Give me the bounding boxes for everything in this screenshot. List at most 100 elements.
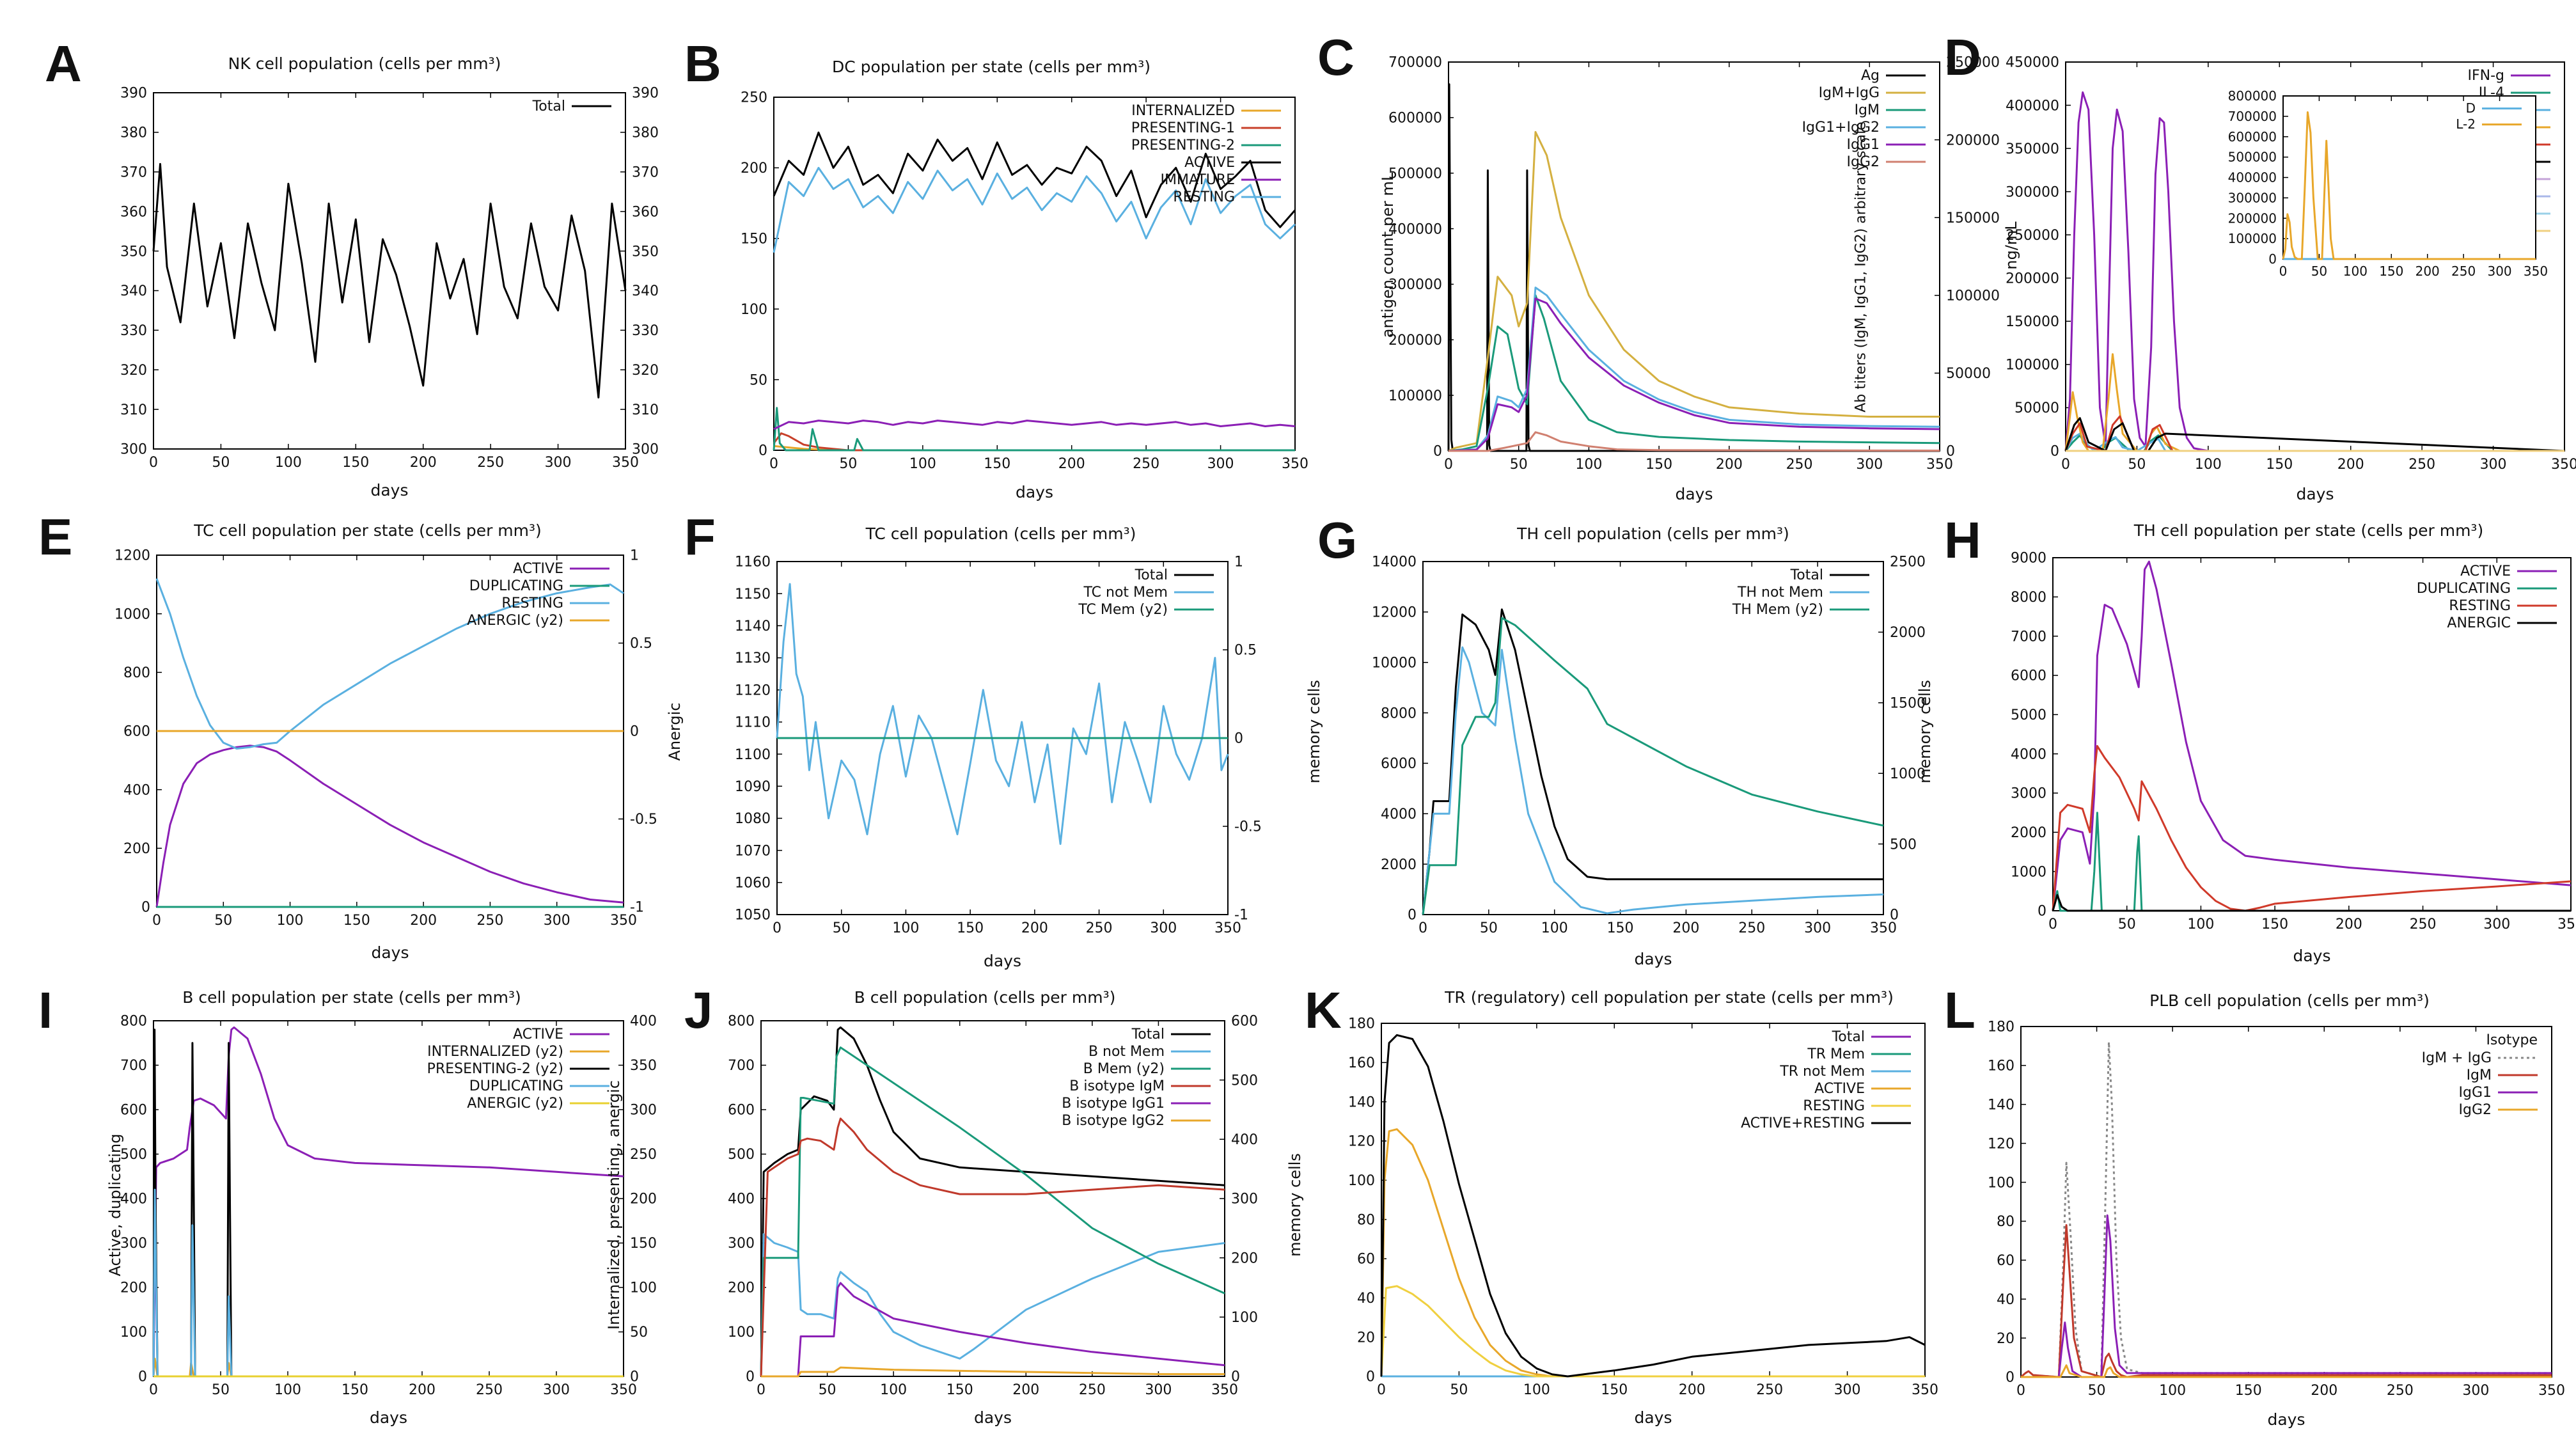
y-tick-label: 100 bbox=[1348, 1173, 1375, 1189]
y2-tick-label: 500 bbox=[1890, 837, 1917, 853]
x-tick-label: 300 bbox=[2462, 1383, 2489, 1399]
y-tick-label: 4000 bbox=[1381, 806, 1417, 822]
y2-tick-label: -0.5 bbox=[630, 812, 657, 828]
panel-A: A NK cell population (cells per mm³) 0 50… bbox=[26, 26, 659, 512]
y-tick-label: 200 bbox=[741, 161, 767, 177]
series-line bbox=[152, 162, 627, 398]
x-tick-label: 300 bbox=[544, 913, 570, 929]
x-tick-label: 50 bbox=[212, 455, 230, 471]
y-tick-label: 80 bbox=[1997, 1214, 2014, 1230]
chart-title: TC cell population (cells per mm³) bbox=[865, 524, 1136, 543]
y2-axis-label: Internalized, presenting, anergic bbox=[605, 1080, 623, 1330]
y2-tick-label: 200 bbox=[630, 1192, 657, 1208]
panel-E: E TC cell population per state (cells pe… bbox=[26, 512, 684, 985]
series-line bbox=[2020, 1224, 2552, 1378]
x-tick-label: 250 bbox=[1756, 1382, 1783, 1398]
panel-label: G bbox=[1317, 512, 1358, 569]
series-line bbox=[1448, 287, 1940, 452]
y-tick-label: 120 bbox=[1988, 1136, 2014, 1152]
series-line bbox=[155, 578, 624, 750]
x-tick-label: 50 bbox=[2128, 457, 2146, 473]
chart-svg: 0 50 100 150 200 250 300 3503003103203303403503… bbox=[120, 86, 659, 471]
y-tick-label: 600 bbox=[123, 724, 150, 740]
x-tick-label: 350 bbox=[2557, 917, 2576, 932]
y-tick-label: 160 bbox=[1988, 1058, 2014, 1074]
y-axis-label: ng/mL bbox=[2002, 221, 2020, 270]
y-tick-label: 300000 bbox=[1388, 277, 1442, 293]
x-tick-label: 200 bbox=[1672, 920, 1699, 936]
y-axis-label: antigen count per mL bbox=[1379, 172, 1397, 338]
y-tick-label: 7000 bbox=[2011, 629, 2046, 645]
x-tick-label: 250 bbox=[2408, 457, 2435, 473]
x-tick-label: 100 bbox=[1575, 457, 1602, 473]
y-tick-label: 1160 bbox=[735, 555, 771, 570]
y2-tick-label: 2000 bbox=[1890, 625, 1926, 641]
legend-label: TR not Mem bbox=[1779, 1064, 1865, 1080]
series-line bbox=[2052, 894, 2571, 912]
chart-svg: 0 50 100 150 200 250 300 350 0 20 40 60 80 100 120 140 1… bbox=[1988, 1019, 2565, 1399]
x-tick-label: 0 bbox=[2016, 1383, 2025, 1399]
y-tick-label: 500 bbox=[120, 1147, 147, 1163]
y-tick-label: 500 bbox=[728, 1147, 755, 1163]
x-tick-label: 100 bbox=[275, 455, 302, 471]
y-tick-label: 6000 bbox=[2011, 668, 2046, 684]
x-tick-label: 150 bbox=[984, 456, 1010, 472]
legend-label: ACTIVE bbox=[1814, 1081, 1865, 1097]
x-tick-label: 300 bbox=[543, 1382, 570, 1398]
plot-frame bbox=[2020, 1026, 2552, 1378]
x-tick-label: 50 bbox=[839, 456, 857, 472]
series-line bbox=[2052, 744, 2572, 912]
panel-label: B bbox=[684, 35, 721, 92]
y2-tick-label: 0.5 bbox=[1234, 643, 1257, 659]
y-tick-label: 2000 bbox=[1381, 857, 1417, 873]
y-tick-label: 0 bbox=[1408, 908, 1417, 924]
y2-tick-label: 150 bbox=[630, 1236, 657, 1252]
series-line bbox=[761, 1282, 1225, 1378]
legend-label: DUPLICATING bbox=[469, 1078, 563, 1094]
x-axis-label: days bbox=[983, 952, 1021, 970]
legend-label: TC Mem (y2) bbox=[1078, 602, 1168, 618]
y-tick-label: 450000 bbox=[2006, 55, 2059, 71]
y-tick-label: 5000 bbox=[2011, 707, 2046, 723]
legend-label: RESTING bbox=[1803, 1098, 1865, 1114]
legend-label: RESTING bbox=[1173, 189, 1235, 205]
y2-axis-label: memory cells bbox=[1286, 1153, 1304, 1257]
legend-label: B isotype IgG2 bbox=[1062, 1113, 1165, 1129]
y2-tick-label: 350 bbox=[630, 1058, 657, 1074]
y-tick-label: 1080 bbox=[735, 811, 771, 827]
chart-svg: 0 50 100 150 200 250 300 350 1050 1060 1070 1080 109… bbox=[735, 555, 1262, 936]
y2-tick-label: 100 bbox=[630, 1280, 657, 1296]
y-tick-label: 0 bbox=[2038, 904, 2046, 920]
series-line bbox=[773, 166, 1296, 253]
y-tick-label: 300 bbox=[728, 1236, 755, 1252]
y2-tick-label: 370 bbox=[632, 164, 659, 180]
y-tick-label: 200 bbox=[728, 1280, 755, 1296]
series-line bbox=[2021, 1364, 2552, 1378]
y-tick-label: 3000 bbox=[2011, 786, 2046, 802]
x-tick-label: 150 bbox=[2266, 457, 2293, 473]
series-line bbox=[2052, 560, 2572, 911]
chart-title: TR (regulatory) cell population per stat… bbox=[1445, 988, 1894, 1007]
x-tick-label: 300 bbox=[1207, 456, 1234, 472]
x-tick-label: 350 bbox=[610, 1382, 637, 1398]
y-tick-label: 150000 bbox=[2006, 314, 2059, 330]
inset-y-tick-label: 200000 bbox=[2228, 210, 2277, 226]
y-tick-label: 60 bbox=[1997, 1253, 2014, 1269]
plot-frame bbox=[153, 92, 626, 450]
x-tick-label: 250 bbox=[2410, 917, 2437, 932]
y-tick-label: 100 bbox=[741, 302, 767, 318]
legend-label: TR Mem bbox=[1807, 1046, 1865, 1062]
legend-label: INTERNALIZED bbox=[1131, 103, 1235, 119]
inset-x-tick-label: 200 bbox=[2415, 264, 2440, 279]
panel-D: D 0 50 100 150 200 250 300 350 0 50000 100000 15000… bbox=[1944, 26, 2576, 512]
y-tick-label: 400 bbox=[728, 1192, 755, 1208]
y2-tick-label: 360 bbox=[632, 204, 659, 220]
y-tick-label: 180 bbox=[1988, 1019, 2014, 1035]
y-tick-label: 390 bbox=[120, 86, 147, 102]
x-tick-label: 200 bbox=[1012, 1382, 1039, 1398]
inset-y-tick-label: 0 bbox=[2268, 251, 2277, 267]
y-tick-label: 1050 bbox=[735, 908, 771, 924]
panel-L: L PLB cell population (cells per mm³) 0 5… bbox=[1944, 985, 2576, 1432]
x-tick-label: 300 bbox=[2483, 917, 2510, 932]
y-tick-label: 700 bbox=[120, 1058, 147, 1074]
